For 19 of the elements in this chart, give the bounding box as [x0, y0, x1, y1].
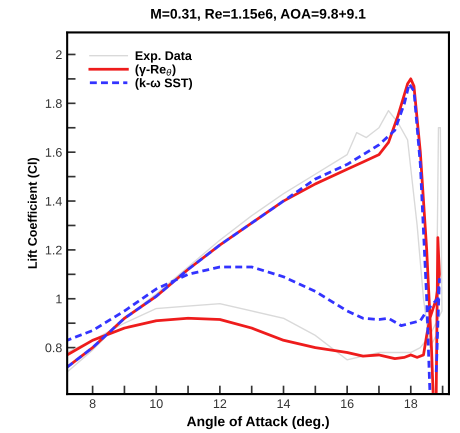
x-tick-label: 18: [404, 399, 418, 408]
x-axis-title: Angle of Attack (deg.): [186, 416, 329, 430]
x-tick-label: 16: [341, 399, 354, 408]
legend-label: Exp. Data: [136, 51, 192, 63]
y-tick-label: 2: [56, 50, 62, 59]
x-tick-label: 10: [150, 399, 163, 408]
y-tick-label: 1.8: [46, 99, 62, 108]
y-tick-label: 1: [56, 294, 62, 304]
y-tick-label: 1.2: [46, 246, 62, 254]
y-axis-title: Lift Coefficient (Cl): [28, 158, 40, 268]
legend-label: (γ-Re$_{θ}$): [135, 64, 176, 76]
y-tick-label: 1.4: [46, 196, 62, 206]
chart-title: M=0.31, Re=1.15e6, AOA=9.8+9.1: [151, 8, 366, 21]
y-tick-label: 0.8: [45, 343, 62, 352]
x-tick-label: 14: [278, 399, 290, 408]
x-tick-label: 8: [90, 399, 96, 408]
legend-label: (k-ω SST): [135, 78, 192, 90]
y-tick-label: 1.6: [46, 148, 62, 157]
x-tick-label: 12: [214, 399, 226, 408]
